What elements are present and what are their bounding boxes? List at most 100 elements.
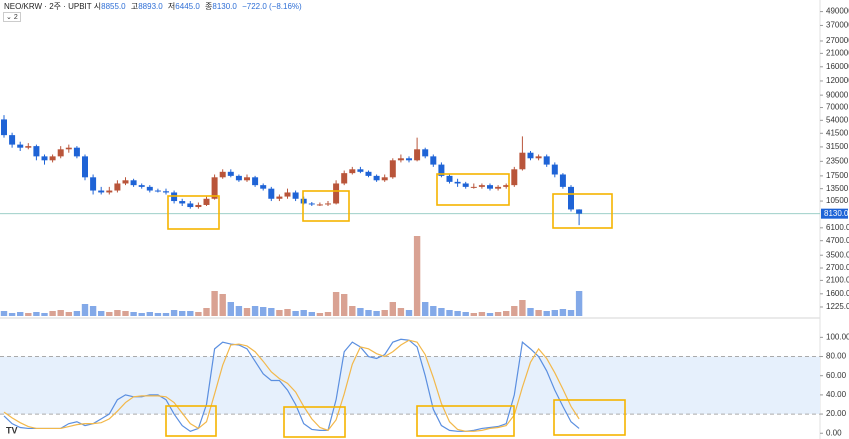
candle-body [276,196,283,199]
low-label: 저 [167,2,176,11]
candle-body [1,119,7,136]
high-label: 고 [130,2,139,11]
volume-bar [227,302,234,316]
candle-body [543,156,550,165]
low: 6445.0 [175,2,200,11]
indicator-count: 2 [13,14,18,21]
candle-body [187,203,194,208]
y-tick-label: 41500.0 [826,128,849,137]
annotations [165,173,626,438]
volume-bar [535,310,542,316]
candle-body [316,204,323,206]
volume-bar [25,313,32,316]
candle-body [462,183,469,187]
candle-body [568,186,574,210]
volume-bar [187,311,194,316]
candle-body [430,156,437,165]
volume-bar [268,308,275,316]
candle-body [25,146,32,148]
y-tick-label: 90000.0 [826,90,849,99]
candle-body [57,149,64,157]
y-tick-label: 20.00 [826,409,847,418]
volume-bar [381,310,388,316]
y-tick-label: 54000.0 [826,115,849,124]
candle-body [438,164,445,176]
highlight-box [302,190,350,222]
candle-body [333,183,340,204]
stoch-line [3,339,580,432]
y-tick-label: 1600.0 [826,289,849,298]
volume-bar [559,309,567,316]
volume-bar [575,291,583,316]
highlight-box [553,399,626,436]
volume-bar [154,313,162,316]
candle-body [106,190,113,193]
y-tick-label: 10500.0 [826,196,849,205]
volume-bar [106,312,113,316]
candle-body [252,177,259,186]
candle-body [17,144,24,148]
candle-body [357,169,364,172]
candle-body [381,177,388,181]
volume-bar [41,313,48,316]
y-tick-label: 120000.0 [826,76,849,85]
candle-body [130,180,137,186]
stoch-line [3,338,580,432]
candle-body [195,204,202,208]
candle-body [235,175,242,181]
candle-body [65,147,72,150]
volume-bar [0,311,8,316]
candle-body [308,203,315,205]
candle-body [527,152,534,159]
y-tick-label: 3500.0 [826,250,849,259]
volume-bar [211,291,218,316]
candle-body [551,164,558,175]
volume-bar [49,311,56,316]
y-tick-label: 1225.0 [826,302,849,311]
open: 8855.0 [101,2,126,11]
candle-body [535,156,542,159]
y-tick-label: 4700.0 [826,236,849,245]
candle-body [163,191,169,193]
legend: NEO/KRW · 2주 · UPBIT 시8855.0 고8893.0 저64… [4,1,305,12]
volume-bar [8,313,16,316]
y-tick-label: 2100.0 [826,276,849,285]
candle-body [33,146,40,157]
volume-bar [446,310,453,316]
indicator-toggle[interactable]: ⌄ 2 [3,12,21,22]
highlight-box [436,173,510,206]
candle-body [414,149,421,161]
candle-body [487,185,493,189]
candle-body [284,192,291,197]
volume-bar [470,313,477,316]
candle-body [511,169,518,186]
volume-bar [195,312,202,316]
volume-bar [89,306,97,316]
candle-body [203,198,210,205]
volume-bar [543,311,550,316]
highlight-box [165,405,217,437]
volume-bar [413,236,421,316]
candle-body [389,160,396,178]
volume-bar [462,312,469,316]
candle-body [325,203,331,205]
volume-bar [519,300,526,316]
y-tick-label: 2700.0 [826,263,849,272]
close: 8130.0 [212,2,237,11]
close-label: 종 [205,2,213,11]
high: 8893.0 [138,2,163,11]
volume-bar [130,312,137,316]
volume-bar [81,304,89,316]
candle-body [576,209,583,214]
y-tick-label: 160000.0 [826,62,849,71]
candle-body [73,147,80,157]
volume-bar [122,311,129,316]
candle-body [219,171,226,178]
candle-body [82,156,88,178]
candle-body [260,185,267,189]
candle-body [9,135,16,145]
volume-bar [98,311,105,316]
candle-body [268,188,275,199]
candle-body [478,185,485,187]
